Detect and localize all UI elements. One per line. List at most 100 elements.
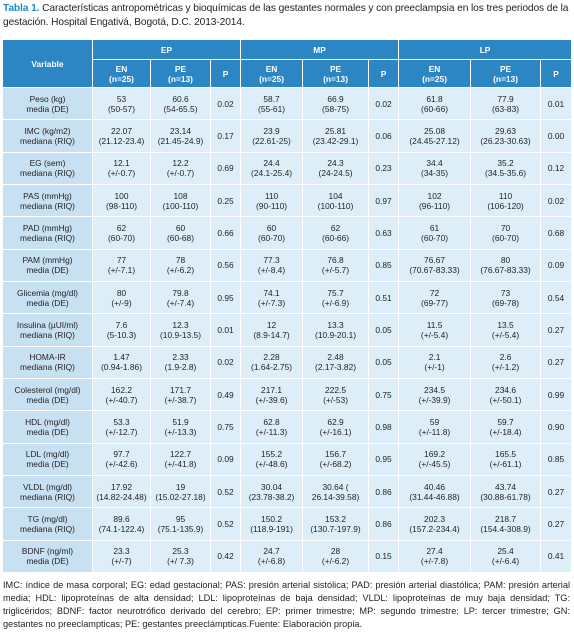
table-cell: 59.7 (+/-18.4)	[470, 410, 542, 444]
table-cell: 0.01	[540, 86, 573, 121]
table-cell: 23.9 (22.61-25)	[240, 119, 304, 153]
table-caption: Tabla 1. Características antropométricas…	[3, 2, 571, 30]
table-cell: 162.2 (+/-40.7)	[92, 377, 151, 412]
table-cell: 22.07 (21.12-23.4)	[92, 119, 151, 153]
table-cell: 0.99	[540, 377, 573, 412]
subheader-p: P	[540, 59, 573, 88]
table-cell: 217.1 (+/-39.6)	[240, 377, 304, 412]
table-cell: 60 (60-68)	[150, 216, 211, 250]
table-cell: 0.27	[540, 474, 573, 509]
table-cell: 24.3 (24-24.5)	[302, 151, 370, 185]
table-cell: 12.3 (10.9-13.5)	[150, 313, 211, 347]
table-cell: 23.3 (+/-7)	[92, 539, 151, 574]
table-cell: 79.8 (+/-7.4)	[150, 280, 211, 315]
table-cell: 0.95	[368, 442, 400, 476]
table-cell: 0.25	[209, 183, 242, 218]
table-cell: 0.95	[209, 280, 242, 315]
table-cell: 30.64 (26.14-39.58)	[302, 474, 370, 509]
table-row: PAD (mmHg) mediana (RIQ) 62 (60-70) 60 (60-68…	[2, 216, 573, 250]
table-cell: 74.1 (+/-7.3)	[240, 280, 304, 315]
table-cell: 13.3 (10.9-20.1)	[302, 313, 370, 347]
table-cell: 76.67 (70.67-83.33)	[398, 248, 472, 282]
row-variable: HDL (mg/dl) media (DE)	[2, 410, 93, 444]
table-cell: 0.98	[368, 410, 400, 444]
table-cell: 28 (+/-6.2)	[302, 539, 370, 574]
table-cell: 0.27	[540, 507, 573, 541]
table-cell: 23.14 (21.45-24.9)	[150, 119, 211, 153]
row-variable: Glicemia (mg/dl) media (DE)	[2, 280, 93, 315]
table-cell: 77.9 (63-83)	[470, 86, 542, 121]
table-cell: 0.97	[368, 183, 400, 218]
table-cell: 100 (98-110)	[92, 183, 151, 218]
table-cell: 25.3 (+/ 7.3)	[150, 539, 211, 574]
table-cell: 51.9 (+/-13.3)	[150, 410, 211, 444]
table-cell: 0.27	[540, 345, 573, 379]
table-cell: 2.1 (+/-1)	[398, 345, 472, 379]
table-cell: 70 (60-70)	[470, 216, 542, 250]
table-cell: 0.42	[209, 539, 242, 574]
table-cell: 0.85	[540, 442, 573, 476]
table-cell: 110 (90-110)	[240, 183, 304, 218]
row-variable: TG (mg/dl) mediana (RIQ)	[2, 507, 93, 541]
table-cell: 0.02	[209, 345, 242, 379]
table-cell: 89.6 (74.1-122.4)	[92, 507, 151, 541]
table-cell: 0.02	[209, 86, 242, 121]
table-cell: 0.75	[368, 377, 400, 412]
table-cell: 155.2 (+/-48.6)	[240, 442, 304, 476]
table-cell: 77.3 (+/-8.4)	[240, 248, 304, 282]
table-cell: 2.28 (1.64-2.75)	[240, 345, 304, 379]
header-variable: Variable	[2, 39, 93, 88]
table-cell: 0.00	[540, 119, 573, 153]
table-cell: 75.7 (+/-6.9)	[302, 280, 370, 315]
table-cell: 156.7 (+/-68.2)	[302, 442, 370, 476]
table-cell: 234.6 (+/-50.1)	[470, 377, 542, 412]
table-row: EG (sem) mediana (RIQ) 12.1 (+/-0.7) 12.2 (+/…	[2, 151, 573, 185]
table-cell: 35.2 (34.5-35.6)	[470, 151, 542, 185]
table-footnote: IMC: índice de masa corporal; EG: edad g…	[3, 580, 570, 629]
table-row: HDL (mg/dl) media (DE) 53.3 (+/-12.7) 51.9 (+…	[2, 410, 573, 444]
table-cell: 0.69	[209, 151, 242, 185]
table-cell: 0.49	[209, 377, 242, 412]
table-cell: 0.63	[368, 216, 400, 250]
table-cell: 62.9 (+/-16.1)	[302, 410, 370, 444]
table-cell: 0.86	[368, 474, 400, 509]
table-row: Colesterol (mg/dl) media (DE) 162.2 (+/-40.…	[2, 377, 573, 412]
table-cell: 0.51	[368, 280, 400, 315]
table-cell: 122.7 (+/-41.8)	[150, 442, 211, 476]
subheader-en: EN (n=25)	[92, 59, 151, 88]
table-cell: 43.74 (30.88-61.78)	[470, 474, 542, 509]
table-cell: 7.6 (5-10.3)	[92, 313, 151, 347]
table-cell: 0.23	[368, 151, 400, 185]
table-cell: 0.02	[540, 183, 573, 218]
table-cell: 60.6 (54-65.5)	[150, 86, 211, 121]
table-cell: 12.1 (+/-0.7)	[92, 151, 151, 185]
table-cell: 110 (106-120)	[470, 183, 542, 218]
table-cell: 11.5 (+/-5.4)	[398, 313, 472, 347]
row-variable: Peso (kg) media (DE)	[2, 86, 93, 121]
row-variable: PAD (mmHg) mediana (RIQ)	[2, 216, 93, 250]
subheader-pe: PE (n=13)	[470, 59, 542, 88]
table-cell: 0.05	[368, 313, 400, 347]
table-cell: 1.47 (0.94-1.86)	[92, 345, 151, 379]
table-cell: 104 (100-110)	[302, 183, 370, 218]
table-label: Tabla 1.	[3, 3, 40, 14]
row-variable: Colesterol (mg/dl) media (DE)	[2, 377, 93, 412]
table-cell: 0.12	[540, 151, 573, 185]
table-cell: 97.7 (+/-42.6)	[92, 442, 151, 476]
table-row: PAM (mmHg) media (DE) 77 (+/-7.1) 78 (+/-6.2)…	[2, 248, 573, 282]
table-cell: 40.46 (31.44-46.88)	[398, 474, 472, 509]
subheader-pe: PE (n=13)	[302, 59, 370, 88]
subheader-row: EN (n=25) PE (n=13) P EN (n=25) PE (n=13) P EN (n=2…	[3, 59, 573, 88]
table-cell: 0.15	[368, 539, 400, 574]
table-cell: 0.06	[368, 119, 400, 153]
subheader-en: EN (n=25)	[398, 59, 472, 88]
table-row: IMC (kg/m2) mediana (RIQ) 22.07 (21.12-23.4…	[2, 119, 573, 153]
table-cell: 0.86	[368, 507, 400, 541]
row-variable: IMC (kg/m2) mediana (RIQ)	[2, 119, 93, 153]
table-cell: 171.7 (+/-38.7)	[150, 377, 211, 412]
table-cell: 0.90	[540, 410, 573, 444]
table-cell: 0.41	[540, 539, 573, 574]
table-title: Características antropométricas y bioquí…	[3, 3, 569, 28]
subheader-p: P	[209, 59, 242, 88]
table-cell: 19 (15.02-27.18)	[150, 474, 211, 509]
